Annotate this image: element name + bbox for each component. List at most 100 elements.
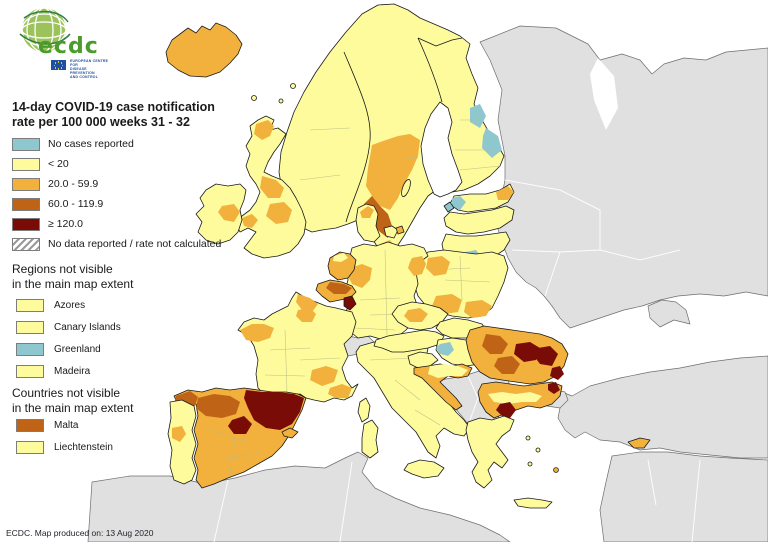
map-attribution: ECDC. Map produced on: 13 Aug 2020 bbox=[6, 528, 154, 538]
sweden-finland-border bbox=[417, 37, 463, 103]
ecdc-wordmark: ecdc bbox=[38, 34, 99, 59]
estonia bbox=[443, 183, 515, 213]
uk-north-england bbox=[260, 176, 284, 198]
crimea bbox=[647, 299, 691, 328]
country-swatch-malta bbox=[16, 418, 44, 432]
portugal bbox=[167, 399, 197, 485]
romania-vhigh-3 bbox=[550, 366, 564, 380]
region-swatch-greenland bbox=[16, 342, 44, 356]
france-paca bbox=[328, 384, 352, 398]
rhodes bbox=[553, 467, 559, 473]
netherlands-north bbox=[333, 253, 348, 262]
latvia bbox=[443, 205, 515, 235]
germany-northeast bbox=[408, 256, 426, 276]
luxembourg bbox=[343, 295, 357, 311]
orkney bbox=[278, 98, 284, 104]
ireland bbox=[195, 183, 247, 245]
united-kingdom bbox=[235, 83, 307, 259]
legend-swatch-120plus bbox=[12, 217, 40, 231]
czechia bbox=[391, 301, 449, 331]
romania-high-2 bbox=[494, 356, 520, 374]
france-nord bbox=[296, 294, 318, 312]
spain-castile-leon bbox=[196, 394, 240, 418]
region-swatch-canary-islands bbox=[16, 320, 44, 334]
saaremaa bbox=[443, 201, 455, 213]
belgium-centre bbox=[326, 282, 352, 294]
ecdc-org-name: EUROPEAN CENTRE FOR DISEASE PREVENTION A… bbox=[70, 59, 109, 79]
uk-north-wales bbox=[242, 214, 258, 228]
bulgaria-centre-lt20 bbox=[488, 392, 542, 404]
legend-swatch-20-59 bbox=[12, 177, 40, 191]
country-swatch-liechtenstein bbox=[16, 440, 44, 454]
legend-label-no-cases: No cases reported bbox=[48, 138, 134, 150]
legend-label-lt20: < 20 bbox=[48, 158, 69, 170]
bulgaria bbox=[477, 381, 563, 419]
regions-not-visible-list: Azores Canary Islands Greenland Madeira bbox=[16, 294, 121, 382]
iceland bbox=[165, 22, 243, 78]
legend-label-no-data: No data reported / rate not calculated bbox=[48, 238, 222, 250]
portugal-lisbon bbox=[172, 426, 186, 442]
region-item-madeira: Madeira bbox=[16, 360, 121, 382]
aegean-island-3 bbox=[527, 461, 533, 467]
romania-vhigh-2 bbox=[534, 346, 558, 366]
romania-vhigh-1 bbox=[514, 342, 540, 362]
croatia-inland bbox=[428, 364, 468, 378]
shetland bbox=[290, 83, 296, 89]
aegean-island-1 bbox=[525, 435, 531, 441]
legend-row-no-data: No data reported / rate not calculated bbox=[12, 234, 221, 254]
estonia-northeast bbox=[496, 186, 514, 200]
denmark bbox=[355, 203, 405, 243]
legend-row-lt20: < 20 bbox=[12, 154, 221, 174]
bulgaria-northeast-vhigh bbox=[548, 382, 560, 394]
france-rhone-alpes bbox=[310, 366, 338, 386]
cyprus bbox=[627, 437, 651, 449]
finland-nocases-1 bbox=[470, 104, 486, 128]
hungary-west-nocases bbox=[436, 342, 454, 356]
country-item-malta: Malta bbox=[16, 414, 113, 436]
finland-nocases-2 bbox=[482, 128, 502, 158]
estonia-west-nocases bbox=[452, 196, 466, 210]
region-item-greenland: Greenland bbox=[16, 338, 121, 360]
legend-label-120plus: ≥ 120.0 bbox=[48, 218, 83, 230]
legend-label-20-59: 20.0 - 59.9 bbox=[48, 178, 99, 190]
countries-not-visible-list: Malta Liechtenstein bbox=[16, 414, 113, 458]
legend-swatch-no-data bbox=[12, 237, 40, 251]
balearics bbox=[281, 427, 299, 439]
legend-swatch-lt20 bbox=[12, 157, 40, 171]
sardinia bbox=[361, 419, 379, 459]
region-item-canary-islands: Canary Islands bbox=[16, 316, 121, 338]
denmark-capital bbox=[395, 225, 405, 235]
country-item-liechtenstein: Liechtenstein bbox=[16, 436, 113, 458]
ireland-east bbox=[218, 204, 240, 222]
uk-north-scotland bbox=[254, 120, 274, 140]
gulf-of-bothnia bbox=[420, 101, 463, 198]
spain bbox=[173, 387, 307, 489]
aegean-island-2 bbox=[535, 447, 541, 453]
slovenia bbox=[407, 351, 439, 369]
poland-west-mid bbox=[426, 256, 450, 276]
legend-row-no-cases: No cases reported bbox=[12, 134, 221, 154]
legend-swatch-no-cases bbox=[12, 137, 40, 151]
map-title: 14-day COVID-19 case notification rate p… bbox=[12, 100, 242, 130]
uk-midlands bbox=[266, 202, 292, 224]
spain-madrid bbox=[228, 416, 252, 434]
eu-flag-icon bbox=[51, 60, 66, 70]
poland bbox=[413, 249, 509, 319]
denmark-islands bbox=[383, 225, 399, 239]
netherlands bbox=[327, 251, 357, 281]
spain-northeast bbox=[244, 390, 304, 430]
france-paris bbox=[296, 308, 316, 322]
poland-south-2 bbox=[464, 300, 492, 318]
sweden-centre bbox=[366, 134, 420, 210]
france-west bbox=[240, 324, 274, 342]
denmark-north bbox=[360, 206, 374, 218]
map-title-line1: 14-day COVID-19 case notification bbox=[12, 100, 215, 114]
corsica bbox=[357, 397, 371, 423]
romania-high-1 bbox=[482, 334, 508, 354]
legend-row-120plus: ≥ 120.0 bbox=[12, 214, 221, 234]
region-item-azores: Azores bbox=[16, 294, 121, 316]
region-swatch-azores bbox=[16, 298, 44, 312]
map-title-line2: rate per 100 000 weeks 31 - 32 bbox=[12, 115, 190, 129]
